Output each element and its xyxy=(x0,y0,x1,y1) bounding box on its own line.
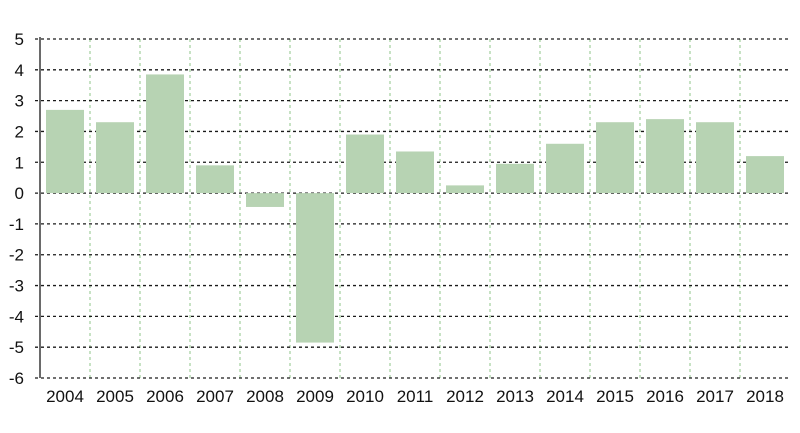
y-tick-label: -1 xyxy=(9,215,24,234)
bar-2007 xyxy=(196,165,234,194)
x-tick-label: 2013 xyxy=(496,387,534,406)
x-tick-label: 2009 xyxy=(296,387,334,406)
x-tick-label: 2014 xyxy=(546,387,584,406)
bar-2008 xyxy=(246,193,284,207)
x-tick-label: 2011 xyxy=(397,387,434,406)
y-tick-label: -2 xyxy=(9,246,24,265)
bar-2011 xyxy=(396,151,434,194)
bar-2017 xyxy=(696,122,734,194)
bar-2009 xyxy=(296,193,334,343)
y-tick-label: -3 xyxy=(9,277,24,296)
y-tick-label: 2 xyxy=(15,122,24,141)
x-tick-labels: 2004 2005 2006 2007 2008 2009 2010 2011 2012 2013… xyxy=(46,387,784,406)
x-tick-label: 2010 xyxy=(346,387,384,406)
bar-2014 xyxy=(546,143,584,194)
bar-2010 xyxy=(346,134,384,194)
y-tick-label: 1 xyxy=(15,153,24,172)
x-tick-label: 2018 xyxy=(746,387,784,406)
y-tick-label: 3 xyxy=(15,92,24,111)
bar-series xyxy=(46,74,784,343)
x-tick-label: 2008 xyxy=(246,387,284,406)
y-tick-labels: 5 4 3 2 1 0 -1 -2 -3 -4 -5 -6 xyxy=(9,30,24,388)
y-tick-label: -4 xyxy=(9,307,24,326)
y-tick-label: 5 xyxy=(15,30,24,49)
x-tick-label: 2006 xyxy=(146,387,184,406)
vertical-gridlines xyxy=(89,39,741,378)
bar-2004 xyxy=(46,109,84,194)
x-tick-label: 2007 xyxy=(196,387,234,406)
x-tick-label: 2017 xyxy=(696,387,734,406)
y-tick-label: 4 xyxy=(15,61,24,80)
bar-2016 xyxy=(646,119,684,194)
y-tick-label: 0 xyxy=(15,184,24,203)
bar-2006 xyxy=(146,74,184,194)
bar-2013 xyxy=(496,163,534,194)
x-tick-label: 2015 xyxy=(596,387,634,406)
x-tick-label: 2004 xyxy=(46,387,84,406)
x-tick-label: 2005 xyxy=(96,387,134,406)
bar-2018 xyxy=(746,156,784,194)
bar-2015 xyxy=(596,122,634,194)
x-tick-label: 2012 xyxy=(446,387,484,406)
x-tick-label: 2016 xyxy=(646,387,684,406)
y-tick-label: -6 xyxy=(9,369,24,388)
bar-2005 xyxy=(96,122,134,194)
y-tick-label: -5 xyxy=(9,338,24,357)
bar-2012 xyxy=(446,185,484,194)
